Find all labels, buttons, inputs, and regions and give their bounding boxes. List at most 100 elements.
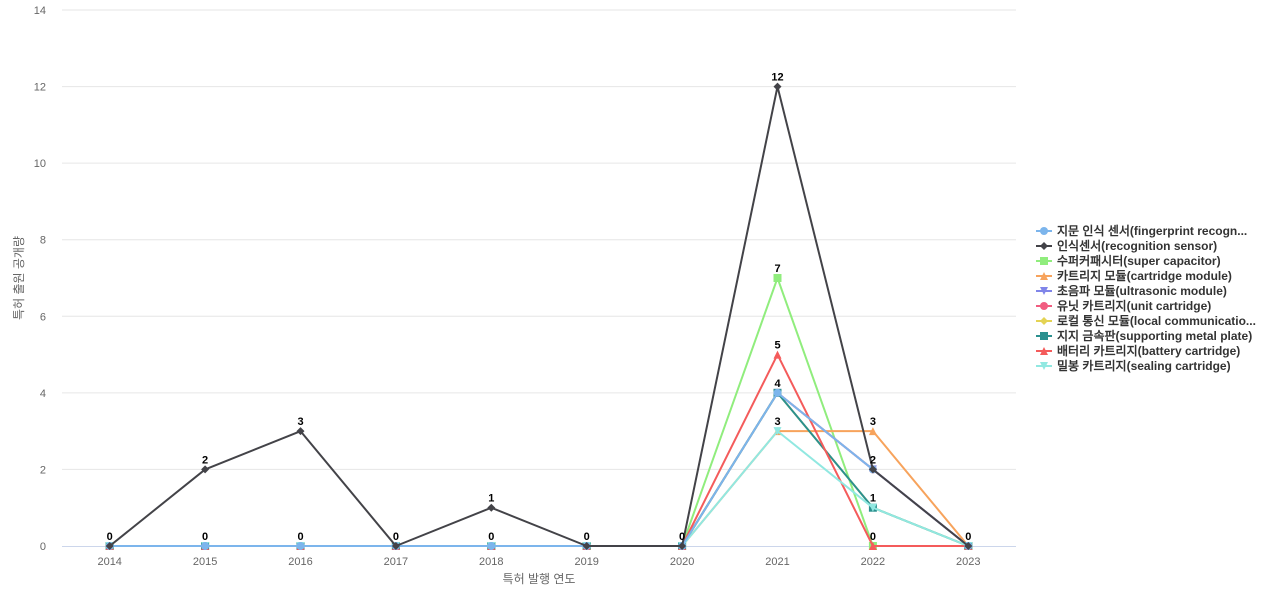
data-point[interactable] [201,465,210,474]
legend-label: 지지 금속판(supporting metal plate) [1057,328,1252,343]
legend-label: 밀봉 카트리지(sealing cartridge) [1057,358,1231,373]
legend-label: 인식센서(recognition sensor) [1057,238,1217,253]
data-label: 0 [584,531,590,543]
data-label: 5 [774,340,780,352]
x-tick-label: 2019 [574,556,598,568]
x-axis-title: 특허 발행 연도 [503,571,576,586]
legend-label: 수퍼커패시터(super capacitor) [1057,253,1221,268]
y-tick-label: 2 [40,464,46,476]
data-point[interactable] [773,388,782,397]
data-point[interactable] [296,542,305,550]
legend-item-supporting-metal-plate[interactable]: 지지 금속판(supporting metal plate) [1036,328,1252,343]
grid [62,9,1016,470]
data-label: 1 [488,493,494,505]
data-label: 3 [774,416,780,428]
data-label: 2 [870,454,876,466]
data-label: 2 [202,454,208,466]
series-line [109,85,969,547]
data-label: 0 [202,531,208,543]
series-battery-cartridge [105,350,973,550]
y-axis: 0 2 4 6 8 10 12 14 [34,5,46,553]
series-recognition-sensor [105,82,973,550]
legend-label: 카트리지 모듈(cartridge module) [1057,268,1232,283]
data-point[interactable] [296,427,305,436]
data-point[interactable] [868,427,877,436]
data-point[interactable] [868,503,877,512]
series-line [109,430,969,547]
data-point[interactable] [773,427,782,436]
y-axis-title: 특허 출원 공개량 [12,236,26,320]
data-point[interactable] [487,503,496,512]
legend-label: 지문 인식 센서(fingerprint recogn... [1057,223,1247,238]
series-line [109,391,969,547]
x-tick-label: 2023 [956,556,980,568]
data-point[interactable] [582,542,591,550]
data-point[interactable] [105,542,114,550]
legend-symbol [1040,302,1048,310]
legend-symbol [1040,347,1048,355]
legend-symbol [1040,272,1048,280]
x-tick-label: 2016 [288,556,312,568]
legend-item-super-capacitor[interactable]: 수퍼커패시터(super capacitor) [1036,253,1221,268]
y-tick-label: 12 [34,82,46,94]
x-tick-label: 2018 [479,556,503,568]
data-label: 1 [870,493,876,505]
x-tick-label: 2015 [193,556,217,568]
legend-label: 로컬 통신 모듈(local communicatio... [1057,313,1256,328]
legend-label: 배터리 카트리지(battery cartridge) [1057,343,1240,358]
data-point[interactable] [868,542,877,550]
legend-item-battery-cartridge[interactable]: 배터리 카트리지(battery cartridge) [1036,343,1240,358]
y-tick-label: 4 [40,388,46,400]
legend-item-local-communicatio[interactable]: 로컬 통신 모듈(local communicatio... [1036,313,1256,328]
data-label: 12 [771,72,783,84]
data-label: 3 [297,416,303,428]
legend-label: 유닛 카트리지(unit cartridge) [1057,298,1211,313]
y-tick-label: 8 [40,235,46,247]
legend-item-sealing-cartridge[interactable]: 밀봉 카트리지(sealing cartridge) [1036,358,1231,373]
legend-symbol [1040,317,1048,325]
data-point[interactable] [773,274,782,282]
data-label: 0 [679,531,685,543]
series-group [105,82,973,550]
x-axis: 2014 2015 2016 2017 2018 2019 2020 2021 2022 2023 [62,546,1016,568]
y-tick-label: 10 [34,158,46,170]
data-label: 7 [774,263,780,275]
series-super-capacitor [105,274,973,550]
data-point[interactable] [201,542,210,550]
data-label: 3 [870,416,876,428]
data-point[interactable] [964,542,973,550]
legend-label: 초음파 모듈(ultrasonic module) [1057,283,1227,298]
y-tick-label: 6 [40,311,46,323]
legend-symbol [1040,257,1048,265]
data-label: 0 [488,531,494,543]
legend-item-ultrasonic-module[interactable]: 초음파 모듈(ultrasonic module) [1036,283,1227,298]
legend-item-recognition-sensor[interactable]: 인식센서(recognition sensor) [1036,238,1217,253]
legend-symbol [1040,362,1048,370]
legend-symbol [1040,227,1048,235]
y-tick-label: 14 [34,5,46,17]
data-point[interactable] [391,542,400,550]
data-point[interactable] [773,82,782,91]
data-point[interactable] [678,542,687,550]
x-tick-label: 2014 [97,556,121,568]
legend-item-fingerprint-recogn[interactable]: 지문 인식 센서(fingerprint recogn... [1036,223,1247,238]
data-point[interactable] [487,542,496,550]
data-label: 0 [107,531,113,543]
legend-symbol [1040,332,1048,340]
series-line [109,277,969,547]
x-tick-label: 2020 [670,556,694,568]
data-label: 0 [965,531,971,543]
legend: 지문 인식 센서(fingerprint recogn...인식센서(recog… [1036,223,1256,373]
legend-symbol [1040,242,1048,250]
data-point[interactable] [868,465,877,474]
data-label: 4 [774,378,781,390]
data-labels: 0 2 0 3 0 0 1 0 0 0 12 7 5 4 3 3 2 1 0 0 [107,72,972,543]
data-label: 0 [870,531,876,543]
x-tick-label: 2022 [861,556,885,568]
data-point[interactable] [773,350,782,359]
legend-item-cartridge-module[interactable]: 카트리지 모듈(cartridge module) [1036,268,1232,283]
legend-item-unit-cartridge[interactable]: 유닛 카트리지(unit cartridge) [1036,298,1211,313]
data-label: 0 [297,531,303,543]
